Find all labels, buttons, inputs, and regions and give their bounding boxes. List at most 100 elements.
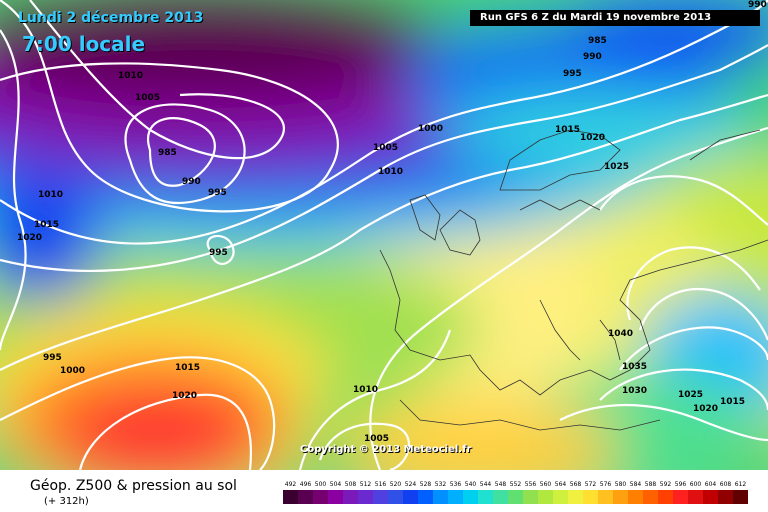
isobar-line: [78, 393, 252, 470]
isobar-label: 995: [209, 248, 228, 258]
isobar-label: 1020: [580, 133, 605, 143]
scale-swatch: [523, 490, 538, 504]
isobar-label: 1015: [175, 363, 200, 373]
scale-swatch: [553, 490, 568, 504]
scale-swatch: [658, 490, 673, 504]
scale-swatch: [403, 490, 418, 504]
scale-tick-label: 500: [315, 481, 327, 488]
scale-swatch: [733, 490, 748, 504]
scale-tick-label: 516: [375, 481, 387, 488]
isobar-label: 1020: [172, 391, 197, 401]
scale-swatch: [328, 490, 343, 504]
isobar-label: 1010: [118, 71, 143, 81]
isobar-label: 995: [208, 188, 227, 198]
isobar-label: 1030: [622, 386, 647, 396]
isobar-line: [147, 117, 216, 187]
isobar-line: [206, 234, 235, 265]
isobar-label: 1015: [555, 125, 580, 135]
isobar-label: 1010: [378, 167, 403, 177]
isobar-line: [0, 356, 276, 470]
isobar-line: [599, 368, 768, 411]
scale-swatch: [418, 490, 433, 504]
coastline: [499, 129, 621, 191]
coastline: [379, 239, 768, 396]
isobar-label: 1015: [34, 220, 59, 230]
forecast-time: 7:00 locale: [22, 32, 146, 56]
scale-swatch: [628, 490, 643, 504]
isobar-label: 995: [43, 353, 62, 363]
scale-swatch: [358, 490, 373, 504]
scale-tick-label: 512: [360, 481, 372, 488]
scale-tick-label: 496: [300, 481, 312, 488]
scale-tick-label: 492: [285, 481, 297, 488]
isobar-line: [0, 93, 768, 371]
forecast-date: Lundi 2 décembre 2013: [18, 10, 204, 26]
scale-swatch: [478, 490, 493, 504]
scale-tick-label: 556: [525, 481, 537, 488]
scale-swatch: [313, 490, 328, 504]
scale-swatch: [718, 490, 733, 504]
scale-tick-label: 576: [600, 481, 612, 488]
isobar-label: 1005: [373, 143, 398, 153]
scale-swatch: [283, 490, 298, 504]
scale-swatch: [613, 490, 628, 504]
isobar-line: [29, 0, 285, 160]
geopotential-fill: [0, 0, 768, 470]
isobar-line: [638, 287, 768, 341]
isobar-labels: 990 985 990 995 1010 1005 1000 985 990 9…: [17, 0, 767, 444]
isobar-label: 990: [748, 0, 767, 10]
legend-title: Géop. Z500 & pression au sol: [30, 478, 237, 494]
isobar-label: 1005: [135, 93, 160, 103]
scale-tick-label: 528: [420, 481, 432, 488]
isobar-line: [619, 326, 768, 371]
scale-tick-label: 560: [540, 481, 552, 488]
isobar-label: 1005: [364, 434, 389, 444]
isobar-label: 985: [588, 36, 607, 46]
scale-swatch: [373, 490, 388, 504]
scale-tick-label: 596: [675, 481, 687, 488]
isobar-line: [626, 246, 761, 321]
isobar-line: [124, 103, 246, 205]
coastline: [539, 299, 581, 361]
scale-tick-label: 600: [690, 481, 702, 488]
scale-swatch: [703, 490, 718, 504]
isobar-line: [369, 126, 768, 470]
isobar-label: 1015: [720, 397, 745, 407]
scale-tick-label: 612: [735, 481, 747, 488]
color-scale: 492 496 500 504 508 512 516 520 524 528 532 536 540 5…: [283, 481, 748, 504]
scale-swatch: [448, 490, 463, 504]
scale-swatch: [343, 490, 358, 504]
scale-swatch: [598, 490, 613, 504]
isobar-line: [559, 403, 768, 442]
coastline: [409, 194, 441, 241]
scale-tick-label: 568: [570, 481, 582, 488]
scale-tick-label: 532: [435, 481, 447, 488]
isobar-label: 1010: [353, 385, 378, 395]
isobar-label: 1020: [17, 233, 42, 243]
coastline: [439, 209, 481, 256]
scale-tick-label: 536: [450, 481, 462, 488]
isobar-label: 1000: [418, 124, 443, 134]
scale-tick-label: 548: [495, 481, 507, 488]
isobar-line: [0, 29, 27, 351]
scale-tick-label: 572: [585, 481, 597, 488]
scale-tick-label: 592: [660, 481, 672, 488]
isobar-label: 1025: [678, 390, 703, 400]
isobar-label: 985: [158, 148, 177, 158]
scale-tick-label: 504: [330, 481, 342, 488]
coastlines: [379, 129, 768, 431]
scale-swatch: [673, 490, 688, 504]
scale-swatch: [538, 490, 553, 504]
isobar-label: 990: [583, 52, 602, 62]
isobar-line: [0, 0, 768, 245]
scale-tick-label: 608: [720, 481, 732, 488]
isobar-label: 990: [182, 177, 201, 187]
scale-swatch: [388, 490, 403, 504]
scale-swatch: [493, 490, 508, 504]
isobar-label: 1010: [38, 190, 63, 200]
isobar-label: 1025: [604, 162, 629, 172]
isobar-line: [318, 422, 410, 470]
isobar-line: [599, 175, 768, 226]
legend-subtitle: (+ 312h): [44, 496, 89, 507]
